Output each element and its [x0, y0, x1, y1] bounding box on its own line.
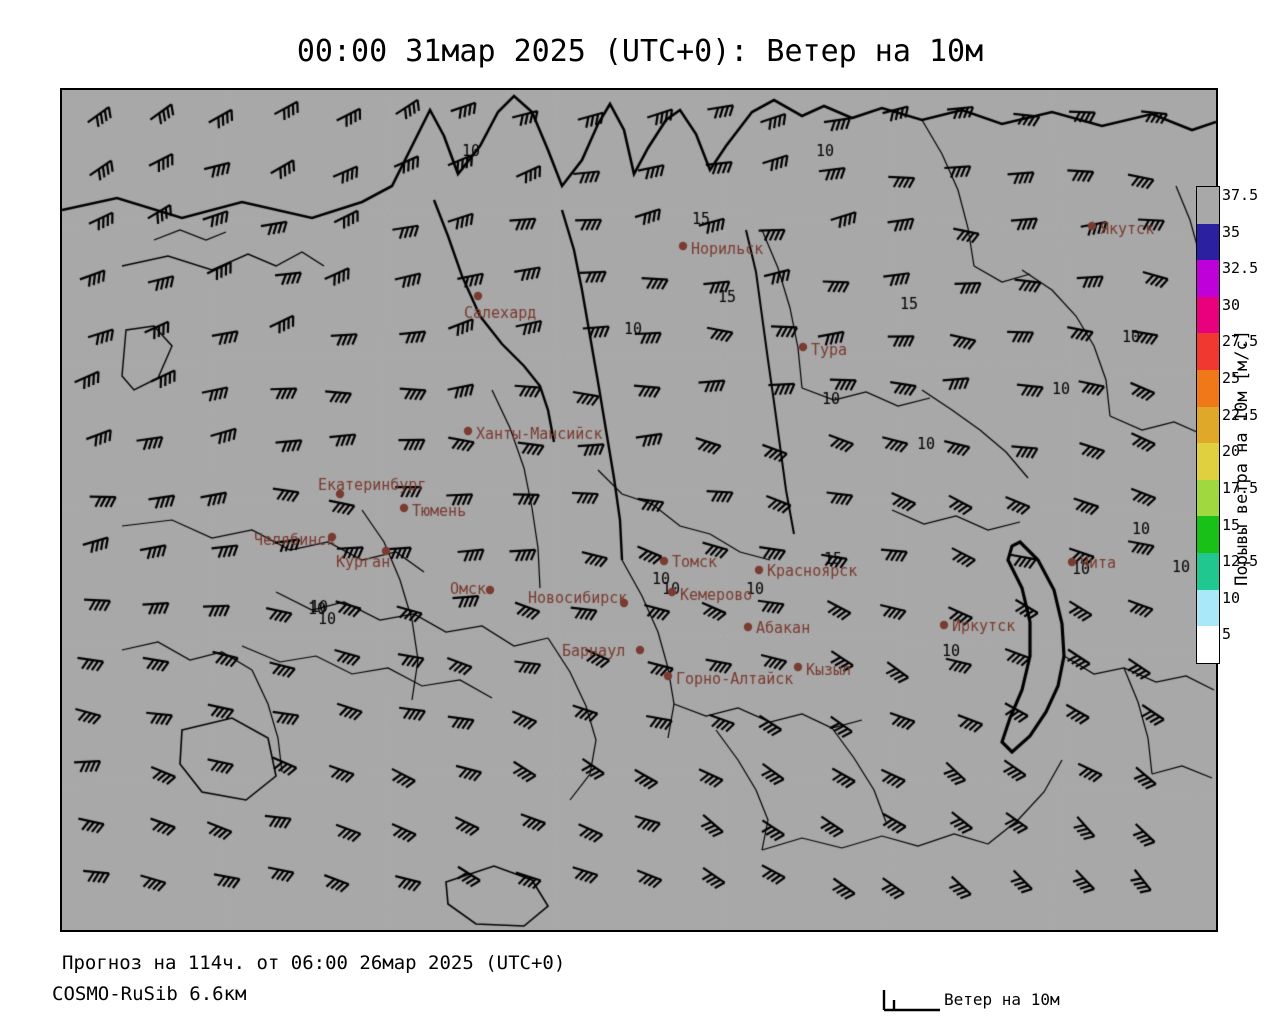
wind-barb-legend-label: Ветер на 10м [944, 990, 1060, 1009]
colorbar-band-25 [1197, 370, 1219, 407]
colorbar-band-5 [1197, 626, 1219, 663]
colorbar-band-32.5 [1197, 260, 1219, 297]
colorbar-tick-22.5: 22.5 [1222, 405, 1259, 424]
colorbar-tick-12.5: 12.5 [1222, 552, 1259, 571]
colorbar-band-12.5 [1197, 553, 1219, 590]
colorbar-band-35 [1197, 223, 1219, 261]
colorbar-tick-35: 35 [1222, 222, 1241, 241]
colorbar-band-27.5 [1197, 333, 1219, 371]
colorbar-band-22.5 [1197, 406, 1219, 444]
colorbar-band-17.5 [1197, 479, 1219, 517]
colorbar-tick-15: 15 [1222, 515, 1241, 534]
colorbar-tick-10: 10 [1222, 588, 1241, 607]
map-frame[interactable] [60, 88, 1218, 932]
colorbar-tick-5: 5 [1222, 625, 1232, 644]
colorbar-tick-labels: 37.5 35 32.5 30 27.5 25 22.5 20 17.5 15 12.5 10 5 [1222, 178, 1268, 678]
colorbar-tick-27.5: 27.5 [1222, 332, 1259, 351]
colorbar-tick-25: 25 [1222, 369, 1241, 388]
colorbar-tick-17.5: 17.5 [1222, 478, 1259, 497]
colorbar-axis-label: Порывы ветра на 10м [м/с] [1232, 330, 1252, 586]
colorbar-band-10 [1197, 589, 1219, 627]
colorbar-tick-20: 20 [1222, 442, 1241, 461]
page-title: 00:00 31мар 2025 (UTC+0): Ветер на 10м [296, 34, 984, 69]
colorbar-tick-37.5: 37.5 [1222, 186, 1259, 204]
colorbar-band-20 [1197, 443, 1219, 480]
colorbar-band-15 [1197, 516, 1219, 554]
colorbar-tick-32.5: 32.5 [1222, 259, 1259, 278]
weather-map-canvas[interactable] [62, 90, 1216, 930]
colorbar-tick-30: 30 [1222, 295, 1241, 314]
model-info-text: COSMO-RuSib 6.6км [52, 983, 247, 1005]
colorbar-band-30 [1197, 296, 1219, 334]
forecast-info-text: Прогноз на 114ч. от 06:00 26мар 2025 (UT… [62, 952, 566, 974]
colorbar-band-37.5 [1197, 187, 1219, 224]
colorbar [1196, 186, 1220, 664]
wind-barb-legend-icon [882, 990, 940, 1012]
